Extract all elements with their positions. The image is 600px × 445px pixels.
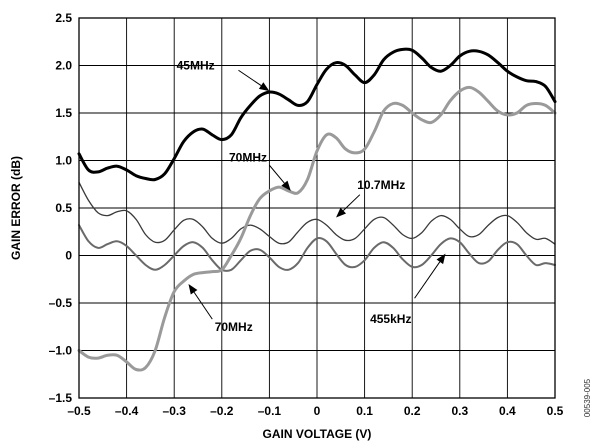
plot-frame: [78, 17, 556, 399]
x-tick-label: 0.5: [547, 404, 564, 418]
annotation-label: 70MHz: [215, 320, 253, 334]
x-tick-labels: –0.5 –0.4 –0.3 –0.2 –0.1 0 0.1 0.2 0.3 0.4 0.5: [67, 404, 563, 418]
x-tick-label: 0: [314, 404, 321, 418]
annotation-2: 10.7MHz: [336, 178, 405, 218]
y-tick-label: 1.0: [55, 154, 72, 168]
y-tick-labels: –1.5 –1.0 –0.5 0 0.5 1.0 1.5 2.0 2.5: [49, 11, 73, 405]
series-455khz-line: [78, 224, 556, 272]
y-axis-label: GAIN ERROR (dB): [9, 156, 23, 260]
grid: [78, 17, 556, 399]
series-70mhz-line: [77, 85, 557, 372]
annotation-arrow-shaft: [193, 292, 213, 320]
annotation-label: 455kHz: [370, 312, 411, 326]
annotation-0: 45MHz: [177, 59, 270, 92]
annotation-arrowhead: [281, 180, 291, 191]
annotation-arrow-shaft: [342, 194, 361, 211]
series-45mhz-line: [77, 47, 557, 182]
x-tick-label: 0.4: [499, 404, 516, 418]
x-tick-label: –0.1: [258, 404, 282, 418]
y-tick-label: 0: [65, 249, 72, 263]
x-tick-label: –0.2: [210, 404, 234, 418]
x-tick-label: –0.4: [115, 404, 139, 418]
y-tick-label: –0.5: [49, 296, 73, 310]
annotation-label: 45MHz: [177, 59, 215, 73]
annotation-arrow-shaft: [414, 261, 441, 299]
figure-id: 00539-005: [583, 378, 592, 417]
annotation-arrowhead: [436, 253, 446, 265]
annotation-arrow-shaft: [238, 69, 262, 86]
x-tick-label: –0.3: [163, 404, 187, 418]
annotation-arrowhead: [258, 82, 270, 92]
series-curves: [77, 47, 557, 372]
series-10-7mhz-line: [78, 181, 556, 245]
x-tick-label: –0.5: [67, 404, 91, 418]
y-tick-label: 2.5: [55, 11, 72, 25]
y-tick-label: 1.5: [55, 106, 72, 120]
y-tick-label: –1.5: [49, 391, 73, 405]
annotation-3: 455kHz: [370, 253, 446, 326]
y-tick-label: 0.5: [55, 201, 72, 215]
x-axis-label: GAIN VOLTAGE (V): [263, 427, 372, 441]
x-tick-label: 0.1: [356, 404, 373, 418]
annotation-arrowhead: [336, 207, 347, 218]
annotation-arrowhead: [188, 284, 198, 295]
annotation-label: 10.7MHz: [357, 178, 405, 192]
y-tick-label: –1.0: [49, 344, 73, 358]
annotation-4: 70MHz: [188, 284, 253, 334]
annotation-arrow-shaft: [269, 164, 285, 184]
annotations: 45MHz 70MHz 10.7MHz 455kHz 70MHz: [177, 59, 446, 334]
annotation-label: 70MHz: [229, 151, 267, 165]
x-tick-label: 0.3: [451, 404, 468, 418]
y-tick-label: 2.0: [55, 59, 72, 73]
annotation-1: 70MHz: [229, 151, 291, 191]
x-tick-label: 0.2: [404, 404, 421, 418]
